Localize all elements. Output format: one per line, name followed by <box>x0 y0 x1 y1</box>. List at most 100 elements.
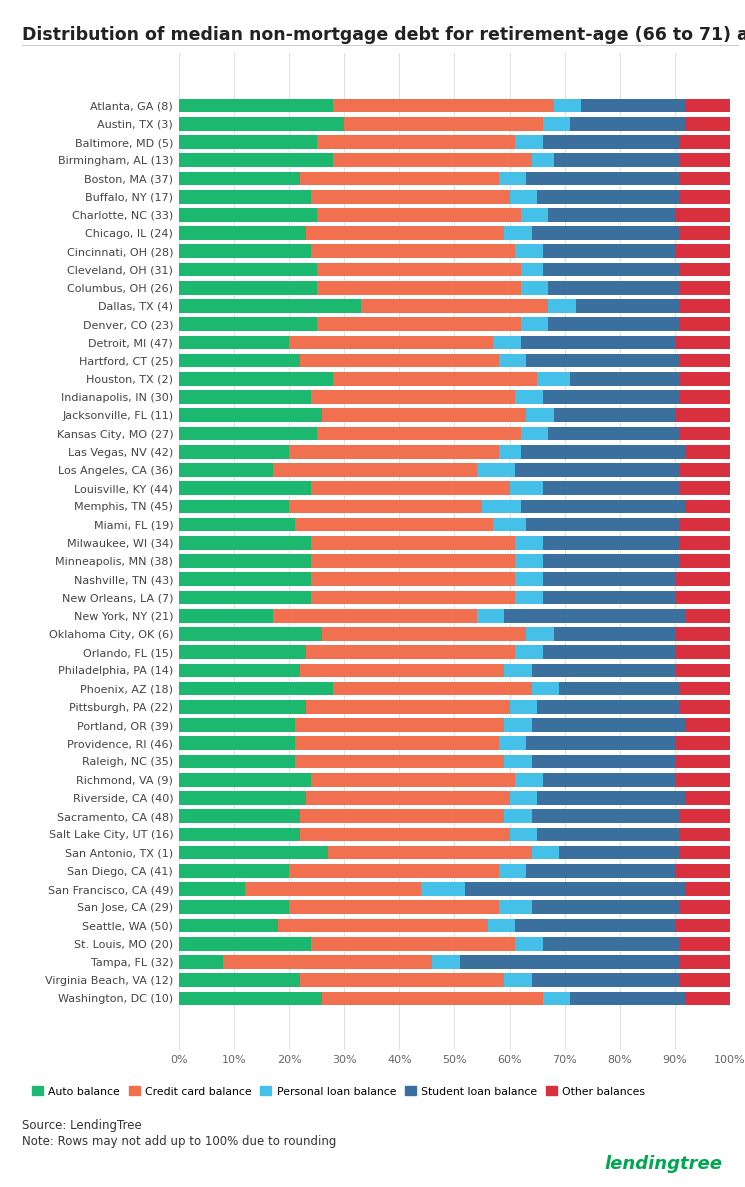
Bar <box>179 208 317 222</box>
Bar <box>680 135 730 148</box>
Bar <box>675 572 730 586</box>
Bar <box>515 919 675 932</box>
Bar <box>554 408 675 423</box>
Bar <box>532 153 554 167</box>
Bar <box>686 609 730 622</box>
Bar <box>179 172 300 185</box>
Bar <box>680 172 730 185</box>
Bar <box>542 937 680 951</box>
Bar <box>680 299 730 313</box>
Bar <box>289 445 498 458</box>
Bar <box>317 135 515 148</box>
Bar <box>675 736 730 750</box>
Bar <box>482 500 521 513</box>
Bar <box>498 864 526 877</box>
Bar <box>542 991 570 1005</box>
Bar <box>542 391 680 404</box>
Bar <box>680 937 730 951</box>
Bar <box>680 956 730 969</box>
Bar <box>493 518 526 532</box>
Bar <box>504 227 532 240</box>
Bar <box>179 372 333 386</box>
Bar <box>521 262 542 277</box>
Bar <box>680 973 730 986</box>
Bar <box>675 591 730 604</box>
Bar <box>305 227 504 240</box>
Bar <box>686 118 730 131</box>
Bar <box>537 190 680 203</box>
Bar <box>680 153 730 167</box>
Bar <box>333 153 532 167</box>
Bar <box>317 426 521 440</box>
Bar <box>532 718 686 732</box>
Bar <box>537 700 680 713</box>
Text: Source: LendingTree: Source: LendingTree <box>22 1119 142 1132</box>
Bar <box>179 591 311 604</box>
Bar <box>526 864 675 877</box>
Bar <box>322 627 526 641</box>
Bar <box>504 755 532 768</box>
Text: Distribution of median non-mortgage debt for retirement-age (66 to 71) adults: Distribution of median non-mortgage debt… <box>22 26 745 44</box>
Bar <box>179 554 311 567</box>
Bar <box>317 281 521 294</box>
Bar <box>179 718 294 732</box>
Bar <box>294 518 493 532</box>
Bar <box>510 190 537 203</box>
Bar <box>311 245 515 258</box>
Bar <box>179 445 289 458</box>
Bar <box>487 919 515 932</box>
Bar <box>570 372 680 386</box>
Bar <box>498 172 526 185</box>
Bar <box>460 956 680 969</box>
Bar <box>179 426 317 440</box>
Bar <box>675 919 730 932</box>
Bar <box>179 991 322 1005</box>
Bar <box>273 463 477 477</box>
Bar <box>515 463 680 477</box>
Bar <box>675 773 730 787</box>
Bar <box>532 846 559 859</box>
Bar <box>311 572 515 586</box>
Bar <box>300 810 504 823</box>
Bar <box>526 354 680 368</box>
Bar <box>328 846 532 859</box>
Bar <box>333 681 532 696</box>
Bar <box>532 664 675 678</box>
Bar <box>179 755 294 768</box>
Bar <box>311 773 515 787</box>
Bar <box>179 391 311 404</box>
Bar <box>273 609 477 622</box>
Bar <box>526 408 554 423</box>
Bar <box>179 135 317 148</box>
Bar <box>289 336 493 349</box>
Bar <box>686 882 730 896</box>
Bar <box>526 172 680 185</box>
Bar <box>680 681 730 696</box>
Bar <box>680 463 730 477</box>
Bar <box>179 118 344 131</box>
Bar <box>570 118 686 131</box>
Bar <box>504 609 686 622</box>
Bar <box>526 518 680 532</box>
Bar <box>305 646 515 659</box>
Bar <box>554 153 680 167</box>
Bar <box>466 882 686 896</box>
Bar <box>675 208 730 222</box>
Bar <box>686 791 730 805</box>
Bar <box>311 482 510 495</box>
Bar <box>680 518 730 532</box>
Bar <box>542 482 680 495</box>
Bar <box>680 227 730 240</box>
Bar <box>581 99 686 113</box>
Bar <box>686 718 730 732</box>
Bar <box>311 190 510 203</box>
Bar <box>548 426 680 440</box>
Bar <box>498 354 526 368</box>
Bar <box>179 153 333 167</box>
Bar <box>179 919 278 932</box>
Bar <box>300 354 498 368</box>
Bar <box>245 882 422 896</box>
Bar <box>179 791 305 805</box>
Bar <box>179 518 294 532</box>
Bar <box>510 482 542 495</box>
